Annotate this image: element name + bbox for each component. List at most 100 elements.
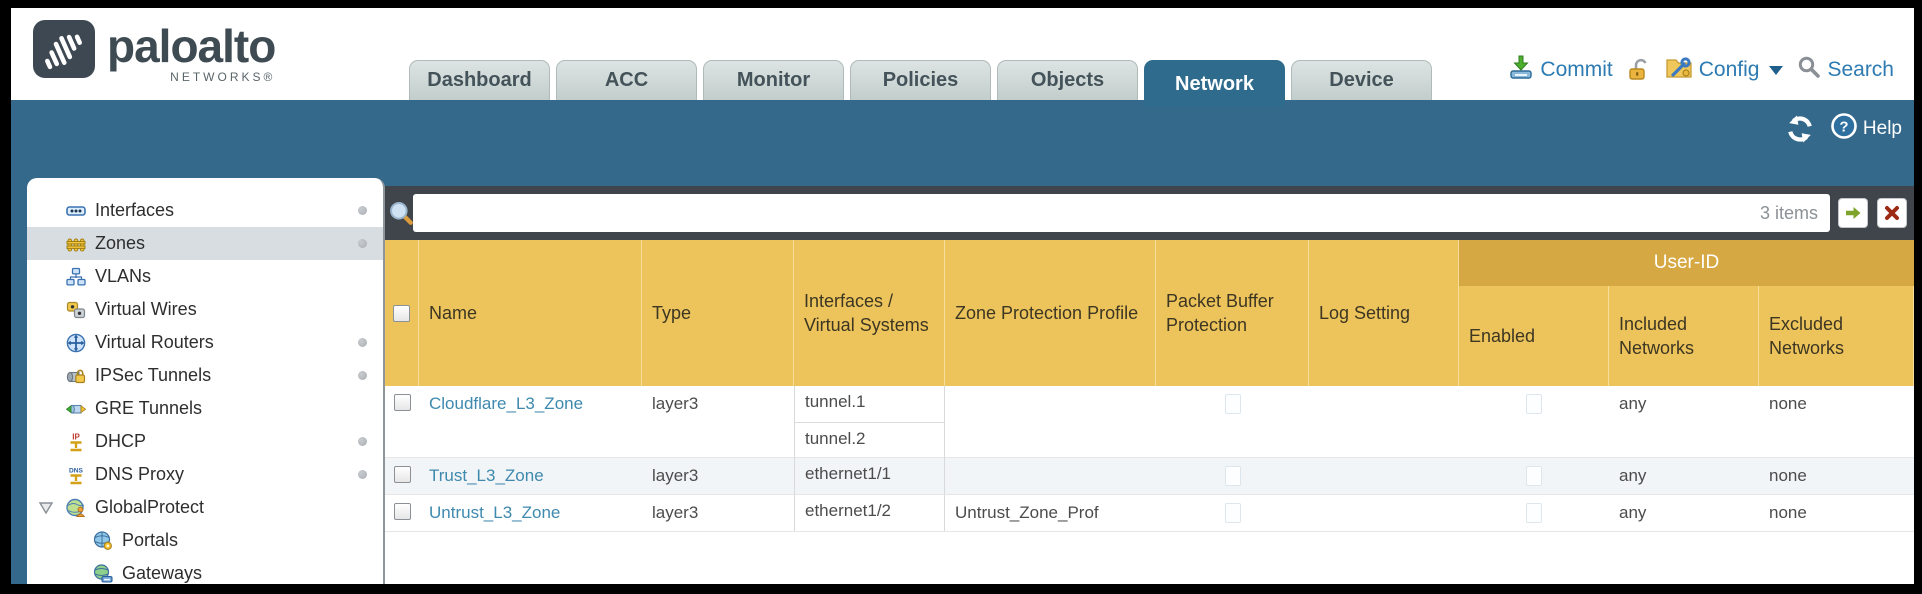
expand-triangle-icon[interactable] [35,501,57,514]
interfaces-icon [66,201,86,221]
row-checkbox[interactable] [393,466,411,483]
log-setting [1309,386,1459,458]
included-networks: any [1619,394,1647,413]
table-header: User-ID Name Type Interfaces / Virtual S… [385,240,1914,386]
interfaces-cell: ethernet1/1 [794,458,945,494]
zone-protection-profile [945,458,1156,494]
tab-device[interactable]: Device [1291,60,1432,100]
ipsec-tunnels-icon [66,366,86,386]
sidebar-item-ipsec-tunnels[interactable]: IPSec Tunnels [27,359,383,392]
dns-proxy-icon: DNS [66,465,86,485]
packet-buffer-protection-checkbox[interactable] [1224,466,1241,486]
help-button[interactable]: ? Help [1830,112,1902,146]
status-dot [358,338,367,347]
filter-input[interactable] [413,194,1760,232]
table-row: Trust_L3_Zone layer3 ethernet1/1 any non… [385,458,1914,495]
interface-value: tunnel.2 [795,422,944,458]
gre-tunnels-icon [66,399,86,419]
sidebar-item-portals[interactable]: Portals [27,524,383,557]
column-header-interfaces[interactable]: Interfaces / Virtual Systems [794,240,945,386]
apply-filter-button[interactable] [1838,198,1868,228]
panos-app: paloalto NETWORKS® Dashboard ACC Monitor… [11,8,1914,584]
row-checkbox[interactable] [393,394,411,411]
filter-bar: 3 items [385,186,1914,240]
virtual-routers-icon [66,333,86,353]
vlans-icon [66,267,86,287]
gateways-icon [93,563,113,584]
column-header-log-setting[interactable]: Log Setting [1309,240,1459,386]
packet-buffer-protection-checkbox[interactable] [1224,503,1241,523]
zone-name-link[interactable]: Trust_L3_Zone [429,466,544,485]
table-row: Cloudflare_L3_Zone layer3 tunnel.1 tunne… [385,386,1914,458]
global-search-button[interactable]: Search [1797,55,1894,85]
interfaces-cell: tunnel.1 tunnel.2 [794,386,945,458]
column-header-packet-buffer-protection[interactable]: Packet Buffer Protection [1156,240,1309,386]
user-id-enabled-checkbox[interactable] [1526,394,1542,414]
globalprotect-icon [66,498,86,518]
status-dot [358,239,367,248]
paloalto-logo-icon [33,20,95,83]
commit-button[interactable]: Commit [1508,54,1613,86]
excluded-networks: none [1769,503,1807,522]
column-header-name[interactable]: Name [419,240,642,386]
commit-icon [1508,54,1534,86]
user-id-enabled-checkbox[interactable] [1526,466,1542,486]
tab-acc[interactable]: ACC [556,60,697,100]
select-all-checkbox[interactable] [393,304,410,322]
tab-network[interactable]: Network [1144,60,1285,107]
brand-logo: paloalto NETWORKS® [33,20,276,84]
zones-content: 3 items User-ID Name Type Interfaces / V… [385,186,1914,584]
status-dot [358,206,367,215]
sidebar-item-zones[interactable]: Zones [27,227,383,260]
main-nav-tabs: Dashboard ACC Monitor Policies Objects N… [409,60,1432,107]
row-checkbox[interactable] [393,503,411,520]
zone-protection-profile [945,386,1156,458]
tab-dashboard[interactable]: Dashboard [409,60,550,100]
svg-text:?: ? [1839,119,1848,136]
refresh-icon[interactable] [1786,115,1814,143]
column-header-zone-protection-profile[interactable]: Zone Protection Profile [945,240,1156,386]
select-all-checkbox-cell[interactable] [385,240,419,386]
user-id-group-header: User-ID [1459,240,1914,286]
status-dot [358,437,367,446]
zone-protection-profile: Untrust_Zone_Prof [955,503,1099,522]
column-header-included-networks[interactable]: Included Networks [1609,240,1759,386]
column-header-enabled[interactable]: Enabled [1459,240,1609,386]
lock-icon[interactable] [1627,57,1651,83]
interface-value: tunnel.1 [805,392,866,411]
user-id-enabled-checkbox[interactable] [1526,503,1542,523]
tab-objects[interactable]: Objects [997,60,1138,100]
chevron-down-icon [1769,65,1784,75]
status-dot [358,470,367,479]
item-count: 3 items [1759,202,1818,223]
tab-policies[interactable]: Policies [850,60,991,100]
sidebar-item-gateways[interactable]: Gateways [27,557,383,584]
zone-name-link[interactable]: Cloudflare_L3_Zone [429,394,584,413]
brand-name: paloalto [107,20,276,72]
config-icon [1665,54,1693,86]
column-header-excluded-networks[interactable]: Excluded Networks [1759,240,1914,386]
sidebar-item-interfaces[interactable]: Interfaces [27,194,383,227]
interface-value: ethernet1/2 [805,501,892,520]
sidebar-item-dns-proxy[interactable]: DNS DNS Proxy [27,458,383,491]
zone-type: layer3 [652,503,699,522]
header-actions: Commit Config [1508,54,1894,86]
sidebar-item-virtual-routers[interactable]: Virtual Routers [27,326,383,359]
config-dropdown[interactable]: Config [1665,54,1784,86]
virtual-wires-icon [66,300,86,320]
svg-text:IP: IP [72,432,80,441]
sidebar-item-gre-tunnels[interactable]: GRE Tunnels [27,392,383,425]
sidebar-item-virtual-wires[interactable]: Virtual Wires [27,293,383,326]
clear-filter-button[interactable] [1877,198,1907,228]
tab-monitor[interactable]: Monitor [703,60,844,100]
packet-buffer-protection-checkbox[interactable] [1224,394,1241,414]
page-toolbar: ? Help [1786,112,1902,146]
interfaces-cell: ethernet1/2 [794,495,945,531]
zone-type: layer3 [652,466,699,485]
sidebar-item-globalprotect[interactable]: GlobalProtect [27,491,383,524]
zone-name-link[interactable]: Untrust_L3_Zone [429,503,561,522]
column-header-type[interactable]: Type [642,240,794,386]
sidebar-item-dhcp[interactable]: IP DHCP [27,425,383,458]
sidebar-item-vlans[interactable]: VLANs [27,260,383,293]
dhcp-icon: IP [66,432,86,452]
